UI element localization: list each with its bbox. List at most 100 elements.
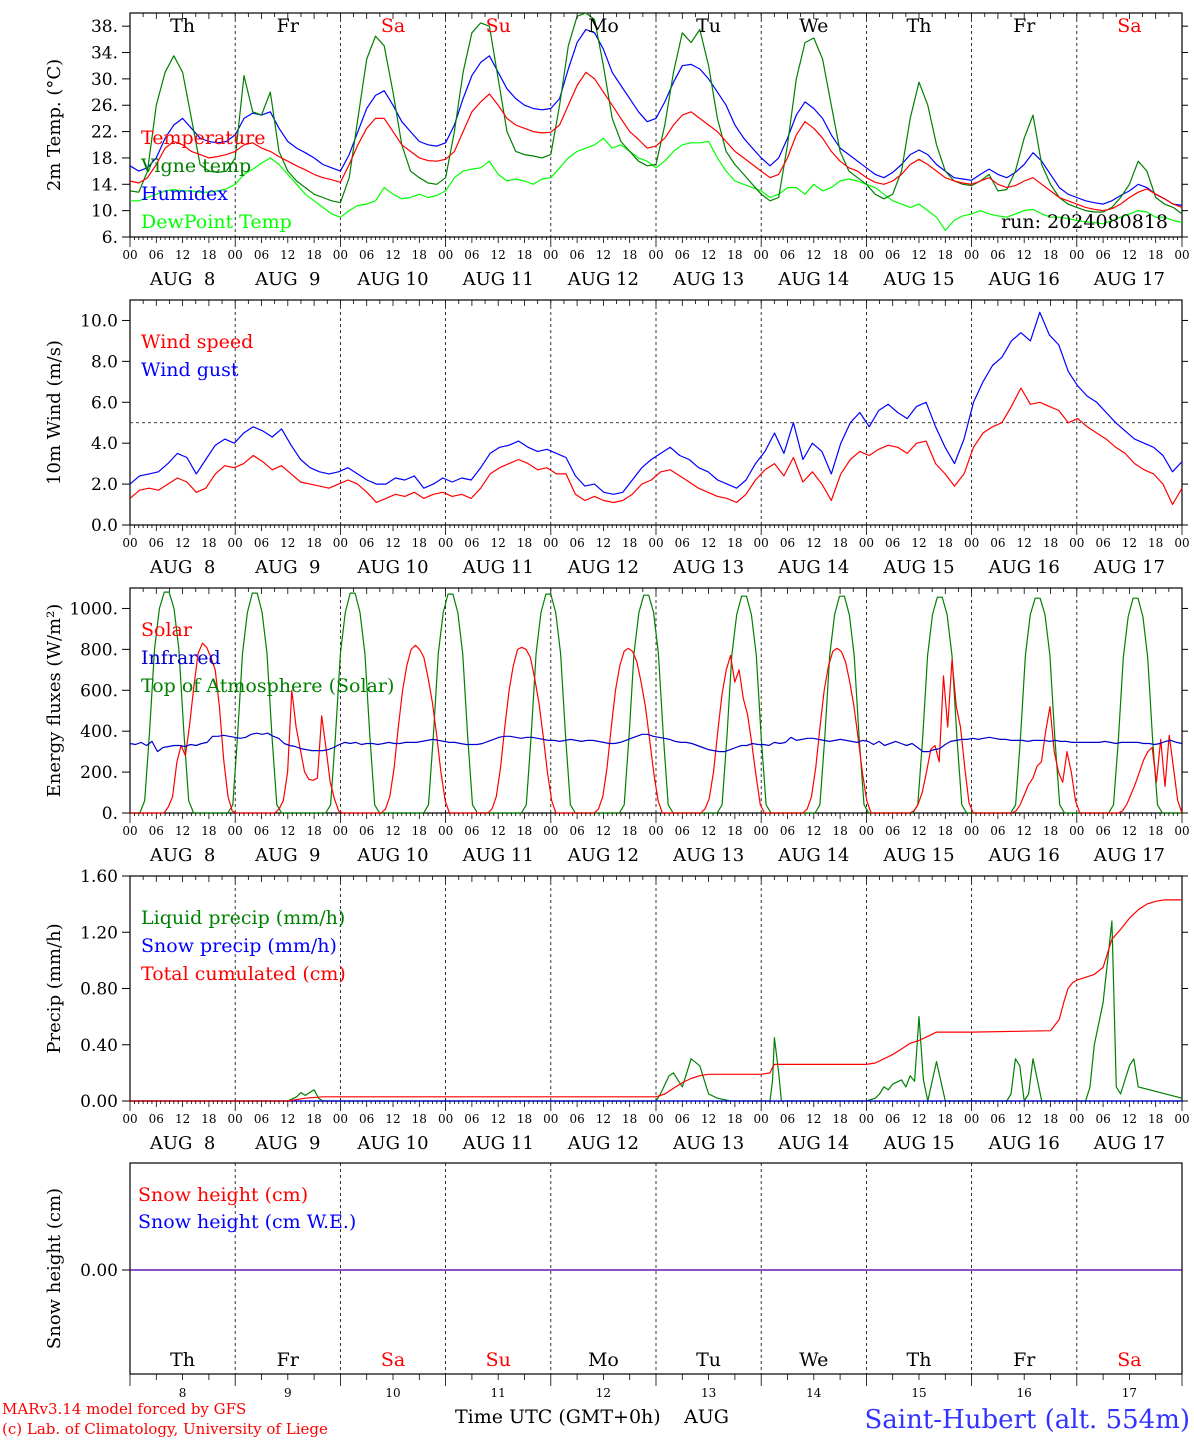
hour-label: 06	[149, 1112, 164, 1126]
hour-label: 06	[990, 248, 1005, 262]
date-label: AUG 13	[672, 557, 744, 578]
hour-label: 12	[1122, 248, 1137, 262]
y-tick-label: 800.	[80, 640, 118, 660]
day-name: Mo	[588, 15, 619, 37]
y-tick-label: 10.0	[80, 311, 118, 331]
hour-label: 12	[911, 536, 926, 550]
hour-label: 18	[1043, 824, 1058, 838]
hour-label: 06	[359, 824, 374, 838]
hour-label: 18	[306, 536, 321, 550]
hour-label: 18	[201, 536, 216, 550]
hour-label: 18	[306, 248, 321, 262]
legend-wind-speed: Wind speed	[141, 331, 253, 353]
hour-label: 18	[727, 824, 742, 838]
hour-label: 12	[806, 248, 821, 262]
date-label: AUG 11	[462, 269, 534, 290]
hour-label: 00	[648, 824, 663, 838]
credit-line-1: MARv3.14 model forced by GFS	[2, 1400, 246, 1418]
day-name: Sa	[1117, 15, 1141, 37]
y-tick-label: 22.	[91, 123, 118, 143]
hour-label: 06	[675, 824, 690, 838]
hour-label: 12	[491, 1112, 506, 1126]
y-axis-title: Precip (mm/h)	[44, 923, 65, 1053]
hour-label: 00	[1069, 824, 1084, 838]
hour-label: 06	[990, 1112, 1005, 1126]
date-label: AUG 12	[567, 557, 639, 578]
date-label: AUG 12	[567, 1133, 639, 1154]
hour-label: 18	[727, 1112, 742, 1126]
hour-label: 18	[1148, 1112, 1163, 1126]
legend-dewpoint-temp: DewPoint Temp	[141, 211, 292, 233]
legend-snow-precip-mm-h-: Snow precip (mm/h)	[141, 935, 337, 957]
hour-label: 18	[517, 824, 532, 838]
date-label: AUG 15	[882, 1133, 954, 1154]
hour-label: 12	[911, 1112, 926, 1126]
hour-label: 00	[754, 536, 769, 550]
hour-label: 00	[859, 248, 874, 262]
day-name: Sa	[381, 1349, 405, 1371]
hour-label: 18	[1043, 248, 1058, 262]
date-label: AUG 15	[882, 557, 954, 578]
date-label: AUG 16	[988, 845, 1060, 866]
hour-label: 00	[543, 1112, 558, 1126]
hour-label: 12	[280, 248, 295, 262]
hour-label: 18	[938, 1112, 953, 1126]
date-label: AUG 12	[567, 269, 639, 290]
y-tick-label: 10.	[91, 202, 118, 222]
day-number: 8	[179, 1386, 187, 1400]
hour-label: 12	[911, 248, 926, 262]
hour-label: 18	[201, 1112, 216, 1126]
y-axis-title: Energy fluxes (W/m²)	[44, 604, 65, 798]
hour-label: 00	[228, 248, 243, 262]
hour-label: 00	[333, 1112, 348, 1126]
hour-label: 06	[569, 248, 584, 262]
y-tick-label: 30.	[91, 70, 118, 90]
hour-label: 18	[938, 248, 953, 262]
day-number: 17	[1122, 1386, 1137, 1400]
hour-label: 12	[280, 1112, 295, 1126]
series-humidex	[129, 28, 1183, 206]
day-name: Su	[486, 15, 511, 37]
hour-label: 00	[228, 1112, 243, 1126]
hour-label: 06	[780, 248, 795, 262]
day-name: Fr	[277, 1349, 300, 1371]
date-label: AUG 14	[777, 1133, 849, 1154]
date-label: AUG 17	[1093, 269, 1165, 290]
hour-label: 06	[359, 248, 374, 262]
legend-top-of-atmosphere-solar-: Top of Atmosphere (Solar)	[141, 675, 394, 697]
hour-label: 12	[385, 536, 400, 550]
hour-label: 00	[543, 536, 558, 550]
hour-label: 18	[1043, 536, 1058, 550]
hour-label: 00	[122, 824, 137, 838]
day-number: 16	[1017, 1386, 1032, 1400]
panel-3-frame	[129, 587, 1183, 814]
x-axis-title: Time UTC (GMT+0h)	[455, 1406, 661, 1428]
series-temperature	[129, 71, 1183, 212]
day-name: Sa	[381, 15, 405, 37]
series-dewpoint-temp	[130, 137, 1183, 231]
hour-label: 00	[964, 1112, 979, 1126]
day-name: We	[799, 1349, 828, 1371]
hour-label: 06	[1095, 248, 1110, 262]
day-name: Su	[486, 1349, 511, 1371]
hour-label: 00	[543, 824, 558, 838]
series-infrared	[129, 732, 1183, 753]
y-axis-title: 2m Temp. (°C)	[44, 59, 65, 191]
day-name: Mo	[588, 1349, 619, 1371]
y-tick-label: 6.0	[91, 393, 118, 413]
legend-infrared: Infrared	[141, 647, 221, 669]
hour-label: 00	[122, 248, 137, 262]
hour-label: 12	[911, 824, 926, 838]
hour-label: 18	[412, 1112, 427, 1126]
hour-label: 06	[990, 536, 1005, 550]
hour-label: 12	[491, 536, 506, 550]
date-label: AUG 11	[462, 845, 534, 866]
day-name: We	[799, 15, 828, 37]
hour-label: 18	[306, 824, 321, 838]
hour-label: 12	[385, 1112, 400, 1126]
y-tick-label: 0.80	[80, 980, 118, 1000]
hour-label: 18	[622, 1112, 637, 1126]
y-tick-label: 1000.	[69, 599, 118, 619]
date-label: AUG 13	[672, 845, 744, 866]
hour-label: 00	[1069, 1112, 1084, 1126]
